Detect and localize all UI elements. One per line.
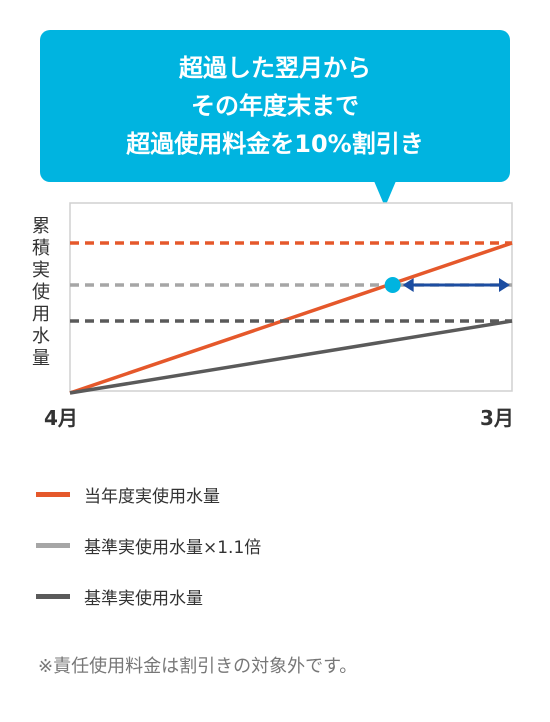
y-axis-label-char: 用 [32, 304, 50, 325]
series-layer [69, 241, 513, 395]
series-line-standard [69, 319, 513, 395]
callout-line-2: その年度末まで [191, 92, 359, 120]
legend-item-current-year: 当年度実使用水量 [36, 482, 220, 507]
legend-label-current-year: 当年度実使用水量 [84, 487, 220, 507]
legend-label-standard-1-1: 基準実使用水量×1.1倍 [84, 538, 262, 558]
y-axis-label-char: 実 [32, 260, 50, 281]
discount-arrow-head-right [499, 278, 510, 292]
callout-line-1: 超過した翌月から [179, 54, 371, 82]
y-axis-label-char: 量 [32, 348, 50, 369]
callout-box: 超過した翌月から その年度末まで 超過使用料金を10%割引き [40, 30, 510, 182]
crossing-point-marker [384, 277, 401, 293]
y-axis-label-char: 積 [32, 238, 50, 259]
x-tick-label-start: 4月 [44, 406, 78, 430]
y-axis-label: 累積実使用水量 [30, 216, 52, 370]
y-axis-label-char: 累 [32, 216, 50, 237]
y-axis-label-char: 使 [32, 282, 50, 303]
legend-swatch-standard-1-1 [36, 543, 70, 548]
legend-label-standard: 基準実使用水量 [84, 589, 203, 609]
y-axis-label-char: 水 [32, 326, 50, 347]
legend-item-standard-1-1: 基準実使用水量×1.1倍 [36, 533, 261, 558]
series-line-current-year [69, 241, 513, 395]
discount-arrow-head-left [402, 278, 414, 292]
callout-pointer [374, 181, 396, 207]
legend-swatch-current-year [36, 492, 70, 497]
plot-area [69, 202, 513, 392]
callout-line-3: 超過使用料金を10%割引き [126, 130, 424, 158]
legend-item-standard: 基準実使用水量 [36, 584, 203, 609]
legend-swatch-standard [36, 594, 70, 599]
footnote: ※責任使用料金は割引きの対象外です。 [38, 656, 358, 677]
x-tick-label-end: 3月 [480, 406, 514, 430]
